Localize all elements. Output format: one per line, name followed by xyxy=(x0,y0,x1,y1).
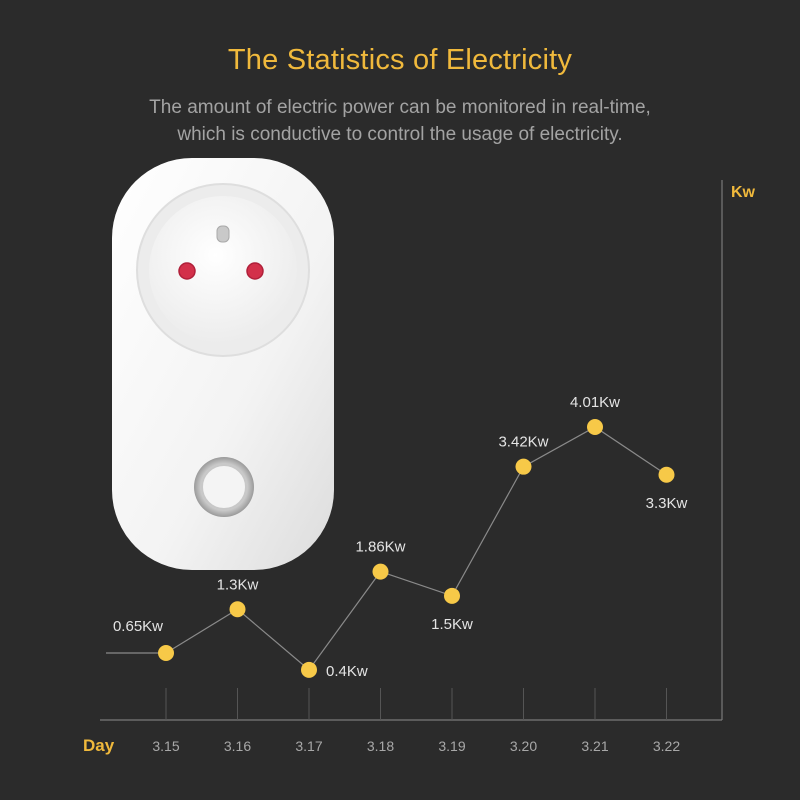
data-point-3.21 xyxy=(587,419,603,435)
data-label-3.22: 3.3Kw xyxy=(646,495,688,512)
y-axis-label: Kw xyxy=(731,184,756,201)
x-tick-label-3.21: 3.21 xyxy=(581,738,608,754)
x-tick-label-3.20: 3.20 xyxy=(510,738,537,754)
socket-ground-pin xyxy=(216,225,230,243)
data-point-3.16 xyxy=(229,601,246,618)
page-title: The Statistics of Electricity xyxy=(227,44,573,76)
chart-axes: Kw Day xyxy=(83,180,756,755)
data-label-3.19: 1.5Kw xyxy=(431,616,473,633)
data-label-3.16: 1.3Kw xyxy=(217,576,259,593)
x-tick-label-3.19: 3.19 xyxy=(438,738,465,754)
x-tick-label-3.16: 3.16 xyxy=(224,738,251,754)
socket-face xyxy=(149,196,297,344)
data-point-3.15 xyxy=(158,645,174,661)
data-label-3.17: 0.4Kw xyxy=(326,663,368,680)
x-tick-label-3.15: 3.15 xyxy=(152,738,179,754)
power-button-face xyxy=(201,464,247,510)
chart-series xyxy=(106,419,675,678)
subtitle-line-1: The amount of electric power can be moni… xyxy=(149,97,651,118)
x-tick-label-3.17: 3.17 xyxy=(295,738,322,754)
subtitle-line-2: which is conductive to control the usage… xyxy=(177,124,623,145)
socket-hole-right xyxy=(246,262,264,280)
x-axis-label: Day xyxy=(83,736,115,755)
page-subtitle: The amount of electric power can be moni… xyxy=(0,94,800,148)
series-line xyxy=(165,426,667,671)
data-label-3.20: 3.42Kw xyxy=(498,434,548,451)
data-point-3.22 xyxy=(658,466,675,483)
chart-data-labels: 0.65Kw 1.3Kw 0.4Kw 1.86Kw 1.5Kw 3.42Kw 4.01Kw 3… xyxy=(113,394,688,680)
data-label-3.15: 0.65Kw xyxy=(113,618,163,635)
x-tick-label-3.18: 3.18 xyxy=(367,738,394,754)
data-point-3.20 xyxy=(515,458,532,475)
data-label-3.21: 4.01Kw xyxy=(570,394,620,411)
data-point-3.17 xyxy=(301,661,317,678)
chart-x-ticks: 3.15 3.16 3.17 3.18 3.19 3.20 3.21 3.22 xyxy=(152,738,680,754)
data-point-3.18 xyxy=(372,563,389,580)
data-label-3.18: 1.86Kw xyxy=(355,539,405,556)
x-tick-label-3.22: 3.22 xyxy=(653,738,680,754)
data-point-3.19 xyxy=(444,587,460,604)
socket-hole-left xyxy=(178,262,196,280)
